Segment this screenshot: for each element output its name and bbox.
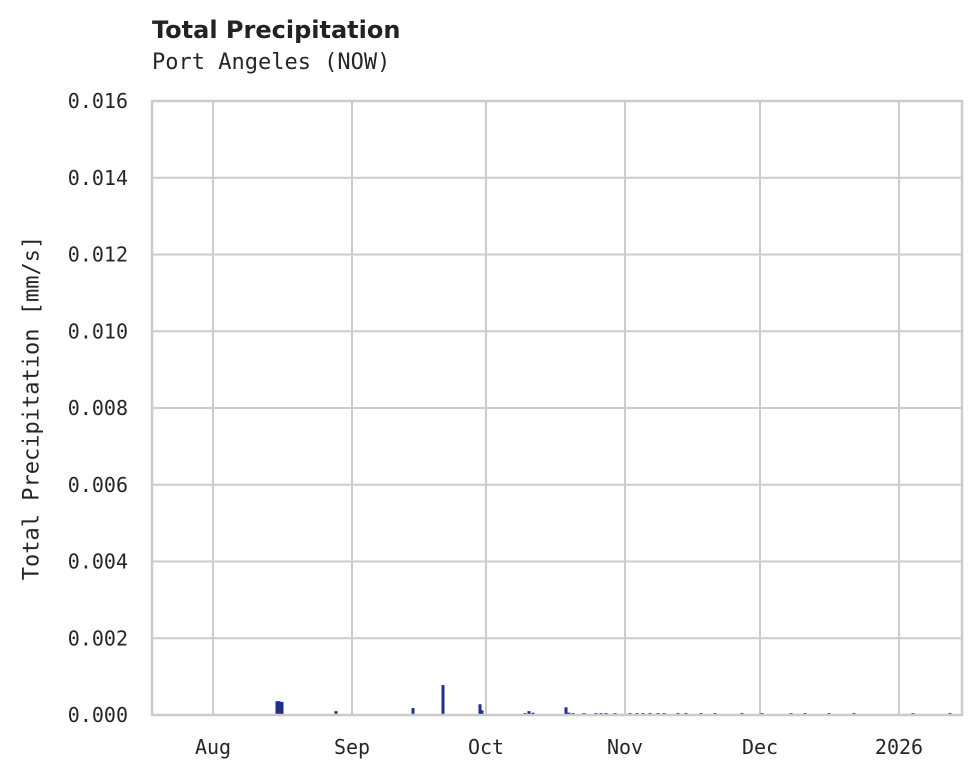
x-tick-labels: Aug Sep Oct Nov Dec 2026 <box>195 735 923 759</box>
precip-bar <box>441 685 445 715</box>
precip-bar <box>277 701 281 715</box>
chart-title: Total Precipitation <box>152 16 401 44</box>
grid-lines <box>152 100 962 716</box>
x-tick-label: Nov <box>607 735 643 759</box>
x-tick-label: 2026 <box>875 735 923 759</box>
x-tick-label: Oct <box>468 735 504 759</box>
y-tick-label: 0.002 <box>68 626 128 650</box>
chart-subtitle: Port Angeles (NOW) <box>152 50 391 75</box>
y-tick-label: 0.004 <box>68 550 128 574</box>
y-tick-label: 0.006 <box>68 473 128 497</box>
y-tick-label: 0.000 <box>68 703 128 727</box>
plot-frame <box>150 99 964 717</box>
y-tick-label: 0.016 <box>68 89 128 113</box>
x-tick-label: Dec <box>742 735 778 759</box>
precip-bar <box>275 701 279 715</box>
x-tick-label: Sep <box>334 735 370 759</box>
x-tick-label: Aug <box>195 735 231 759</box>
y-tick-label: 0.012 <box>68 243 128 267</box>
precip-bar <box>527 711 531 715</box>
precip-bar <box>564 707 568 715</box>
precip-bar <box>411 708 415 715</box>
precip-bar <box>280 701 284 715</box>
y-tick-labels: 0.000 0.002 0.004 0.006 0.008 0.010 0.012 0.014… <box>68 89 128 727</box>
y-tick-label: 0.010 <box>68 319 128 343</box>
precip-bar <box>478 704 482 715</box>
y-tick-label: 0.008 <box>68 396 128 420</box>
precip-bar <box>334 711 338 715</box>
data-series <box>275 685 952 715</box>
y-tick-label: 0.014 <box>68 166 128 190</box>
precip-bar <box>480 710 484 715</box>
